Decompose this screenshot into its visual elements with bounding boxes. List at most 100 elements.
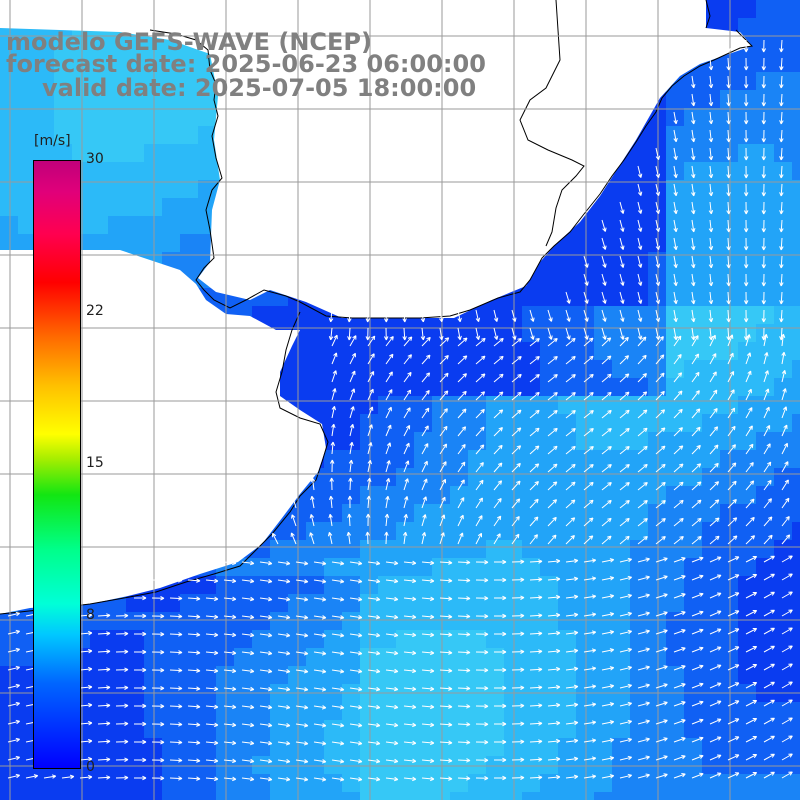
wind-arrow [439,740,453,745]
wind-speed-cell [108,36,126,54]
wind-speed-cell [180,666,198,684]
wind-speed-cell [36,144,54,162]
wind-speed-cell [540,738,558,756]
wind-speed-cell [36,36,54,54]
wind-speed-cell [450,540,468,558]
wind-speed-cell [612,504,630,522]
wind-speed-cell [144,216,162,234]
wind-arrow [367,370,375,383]
wind-speed-cell [414,576,432,594]
wind-speed-cell [792,576,800,594]
wind-arrow [547,648,561,654]
wind-arrow [763,461,772,473]
wind-arrow [384,531,389,545]
wind-arrow [763,424,771,437]
wind-speed-cell [630,576,648,594]
wind-arrow [439,514,446,527]
wind-arrow [475,595,489,601]
wind-speed-cell [18,54,36,72]
wind-arrow [277,722,291,728]
wind-arrow [708,165,714,179]
wind-arrow [637,683,650,689]
wind-arrow [763,663,775,671]
wind-speed-cell [126,756,144,774]
wind-speed-cell [198,180,216,198]
wind-speed-cell [630,504,648,522]
wind-arrow [601,756,615,761]
wind-speed-cell [756,270,774,288]
wind-arrow [637,737,650,743]
wind-speed-cell [378,432,396,450]
wind-speed-cell [702,756,720,774]
wind-arrow [365,309,371,323]
wind-arrow [385,353,394,365]
wind-arrow [134,613,147,619]
wind-arrow [259,776,273,782]
wind-speed-cell [342,774,360,792]
wind-speed-cell [594,594,612,612]
wind-arrow [779,93,784,107]
wind-arrow [709,426,719,437]
wind-speed-cell [54,72,72,90]
wind-speed-cell [468,738,486,756]
wind-speed-cell [630,792,648,800]
wind-arrow [385,704,399,710]
wind-speed-cell [576,342,594,360]
wind-arrow [547,516,557,527]
wind-speed-cell [432,360,450,378]
wind-arrow [259,614,273,620]
wind-arrow [708,93,714,107]
wind-arrow [457,758,471,763]
wind-speed-cell [378,792,396,800]
wind-speed-cell [0,162,18,180]
wind-speed-cell [180,594,198,612]
wind-arrow [761,219,767,233]
wind-arrow [727,754,740,761]
wind-arrow [691,517,702,527]
wind-arrow [313,687,327,692]
wind-arrow [745,498,755,509]
wind-arrow [439,596,453,601]
wind-speed-cell [378,414,396,432]
wind-arrow [187,650,201,655]
wind-arrow [169,614,183,619]
wind-arrow [259,704,273,710]
wind-speed-cell [558,594,576,612]
wind-arrow [331,597,345,602]
wind-speed-cell [792,198,800,216]
wind-arrow [97,775,111,780]
wind-arrow [134,703,147,709]
wind-speed-cell [774,630,792,648]
wind-speed-cell [198,666,216,684]
wind-speed-cell [576,738,594,756]
wind-arrow [708,147,714,161]
wind-speed-cell [648,756,666,774]
wind-speed-cell [36,72,54,90]
wind-speed-cell [108,72,126,90]
wind-arrow [439,337,450,347]
wind-speed-cell [756,792,774,800]
wind-speed-cell [288,702,306,720]
wind-arrow [709,628,722,635]
wind-arrow [205,668,219,674]
wind-arrow [565,756,579,762]
wind-arrow [655,237,661,251]
wind-arrow [673,273,678,287]
wind-arrow [439,722,453,727]
wind-arrow [691,463,702,473]
wind-arrow [709,610,722,617]
wind-arrow [691,499,702,509]
wind-speed-cell [306,558,324,576]
wind-speed-cell [414,756,432,774]
wind-arrow [115,757,129,763]
wind-speed-cell [756,54,774,72]
wind-speed-cell [36,54,54,72]
wind-arrow [745,556,758,563]
wind-speed-cell [324,612,342,630]
wind-arrow [187,758,201,763]
wind-speed-cell [270,702,288,720]
wind-speed-cell [792,702,800,720]
wind-speed-cell [216,612,234,630]
wind-arrow [295,633,309,638]
wind-arrow [234,533,243,545]
